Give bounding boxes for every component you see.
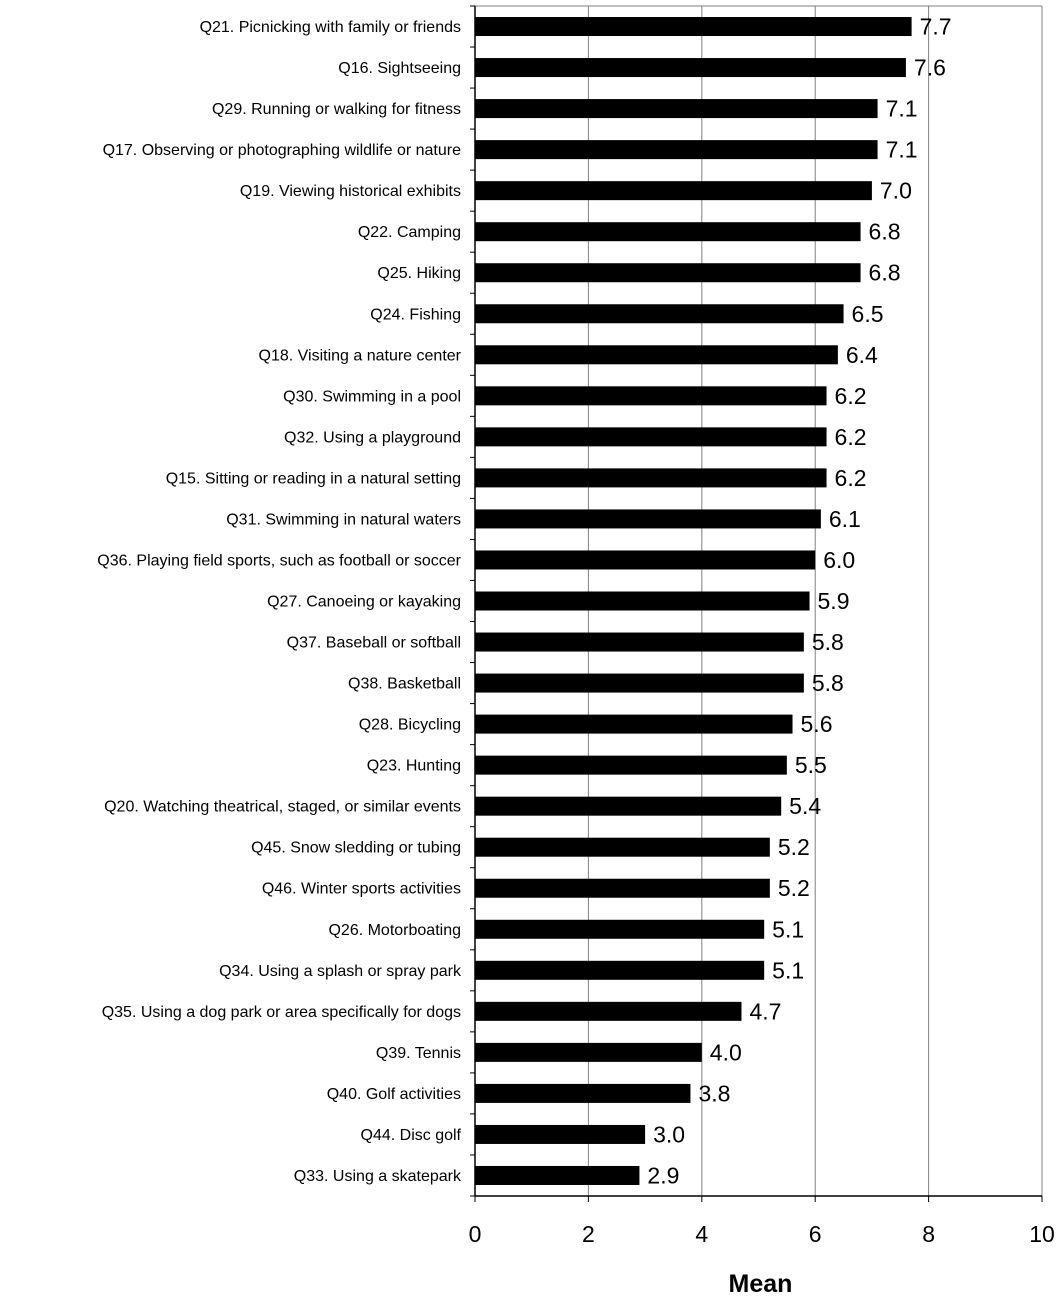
bar: [475, 58, 906, 78]
value-label: 6.4: [846, 342, 878, 368]
category-label: Q45. Snow sledding or tubing: [251, 840, 461, 857]
category-label: Q39. Tennis: [376, 1045, 461, 1062]
category-label: Q32. Using a playground: [284, 429, 461, 446]
value-label: 5.5: [795, 752, 827, 778]
bar: [475, 345, 838, 365]
bar: [475, 427, 827, 447]
bar: [475, 222, 861, 242]
bar: [475, 960, 765, 980]
value-label: 5.2: [778, 875, 810, 901]
value-label: 5.9: [818, 588, 850, 614]
x-tick-label: 6: [809, 1221, 822, 1247]
value-label: 5.8: [812, 629, 844, 655]
bar: [475, 550, 816, 570]
category-label: Q33. Using a skatepark: [294, 1168, 462, 1185]
value-label: 6.8: [869, 219, 901, 245]
value-label: 7.1: [886, 96, 918, 122]
category-label: Q46. Winter sports activities: [262, 881, 461, 898]
x-tick-label: 8: [922, 1221, 935, 1247]
value-label: 7.6: [914, 55, 946, 81]
value-label: 5.4: [789, 793, 821, 819]
value-label: 5.1: [772, 957, 804, 983]
category-label: Q44. Disc golf: [361, 1127, 462, 1144]
x-tick-label: 4: [695, 1221, 708, 1247]
category-label: Q15. Sitting or reading in a natural set…: [166, 470, 461, 487]
value-label: 7.0: [880, 178, 912, 204]
category-label: Q40. Golf activities: [327, 1086, 461, 1103]
bar: [475, 263, 861, 283]
bar: [475, 673, 804, 693]
bar: [475, 304, 844, 324]
value-label: 6.8: [869, 260, 901, 286]
category-label: Q35. Using a dog park or area specifical…: [102, 1004, 461, 1021]
x-tick-label: 10: [1029, 1221, 1055, 1247]
bar: [475, 1083, 691, 1103]
category-label: Q31. Swimming in natural waters: [226, 511, 461, 528]
category-label: Q18. Visiting a nature center: [259, 347, 462, 364]
category-label: Q28. Bicycling: [359, 717, 461, 734]
value-label: 7.7: [920, 14, 952, 40]
category-label: Q37. Baseball or softball: [287, 635, 461, 652]
bar: [475, 919, 765, 939]
category-label: Q20. Watching theatrical, staged, or sim…: [104, 799, 461, 816]
category-label: Q19. Viewing historical exhibits: [240, 183, 461, 200]
bar: [475, 386, 827, 406]
category-label: Q23. Hunting: [367, 758, 461, 775]
value-label: 5.8: [812, 670, 844, 696]
bar: [475, 181, 872, 201]
bar: [475, 591, 810, 611]
x-tick-label: 0: [469, 1221, 482, 1247]
x-axis-title: Mean: [729, 1270, 793, 1298]
category-label: Q17. Observing or photographing wildlife…: [103, 142, 462, 159]
bar: [475, 632, 804, 652]
value-label: 5.6: [801, 711, 833, 737]
bar: [475, 99, 878, 119]
bar: [475, 755, 787, 775]
bar: [475, 468, 827, 488]
value-label: 3.8: [698, 1080, 730, 1106]
bar: [475, 714, 793, 734]
category-label: Q26. Motorboating: [328, 922, 461, 939]
bar: [475, 1124, 646, 1144]
value-label: 4.0: [710, 1039, 742, 1065]
value-label: 7.1: [886, 137, 918, 163]
bar: [475, 878, 770, 898]
value-label: 3.0: [653, 1121, 685, 1147]
category-label: Q30. Swimming in a pool: [283, 388, 461, 405]
bar: [475, 17, 912, 37]
category-label: Q22. Camping: [358, 224, 461, 241]
value-label: 6.2: [835, 424, 867, 450]
bar: [475, 509, 821, 529]
value-label: 6.1: [829, 506, 861, 532]
bar: [475, 1165, 640, 1185]
bar: [475, 140, 878, 160]
category-label: Q29. Running or walking for fitness: [212, 101, 461, 118]
value-label: 4.7: [749, 998, 781, 1024]
value-label: 5.1: [772, 916, 804, 942]
bar: [475, 1001, 742, 1021]
value-label: 6.2: [835, 465, 867, 491]
value-label: 2.9: [647, 1162, 679, 1188]
value-label: 6.2: [835, 383, 867, 409]
category-label: Q25. Hiking: [377, 265, 461, 282]
category-label: Q27. Canoeing or kayaking: [267, 594, 461, 611]
bar: [475, 837, 770, 857]
value-label: 6.0: [823, 547, 855, 573]
bar: [475, 1042, 702, 1062]
category-label: Q38. Basketball: [348, 676, 461, 693]
value-label: 5.2: [778, 834, 810, 860]
category-label: Q34. Using a splash or spray park: [219, 963, 462, 980]
x-tick-label: 2: [582, 1221, 595, 1247]
category-label: Q16. Sightseeing: [338, 60, 461, 77]
category-label: Q24. Fishing: [370, 306, 461, 323]
value-label: 6.5: [852, 301, 884, 327]
category-label: Q21. Picnicking with family or friends: [200, 19, 461, 36]
category-label: Q36. Playing field sports, such as footb…: [97, 552, 461, 569]
bar: [475, 796, 782, 816]
